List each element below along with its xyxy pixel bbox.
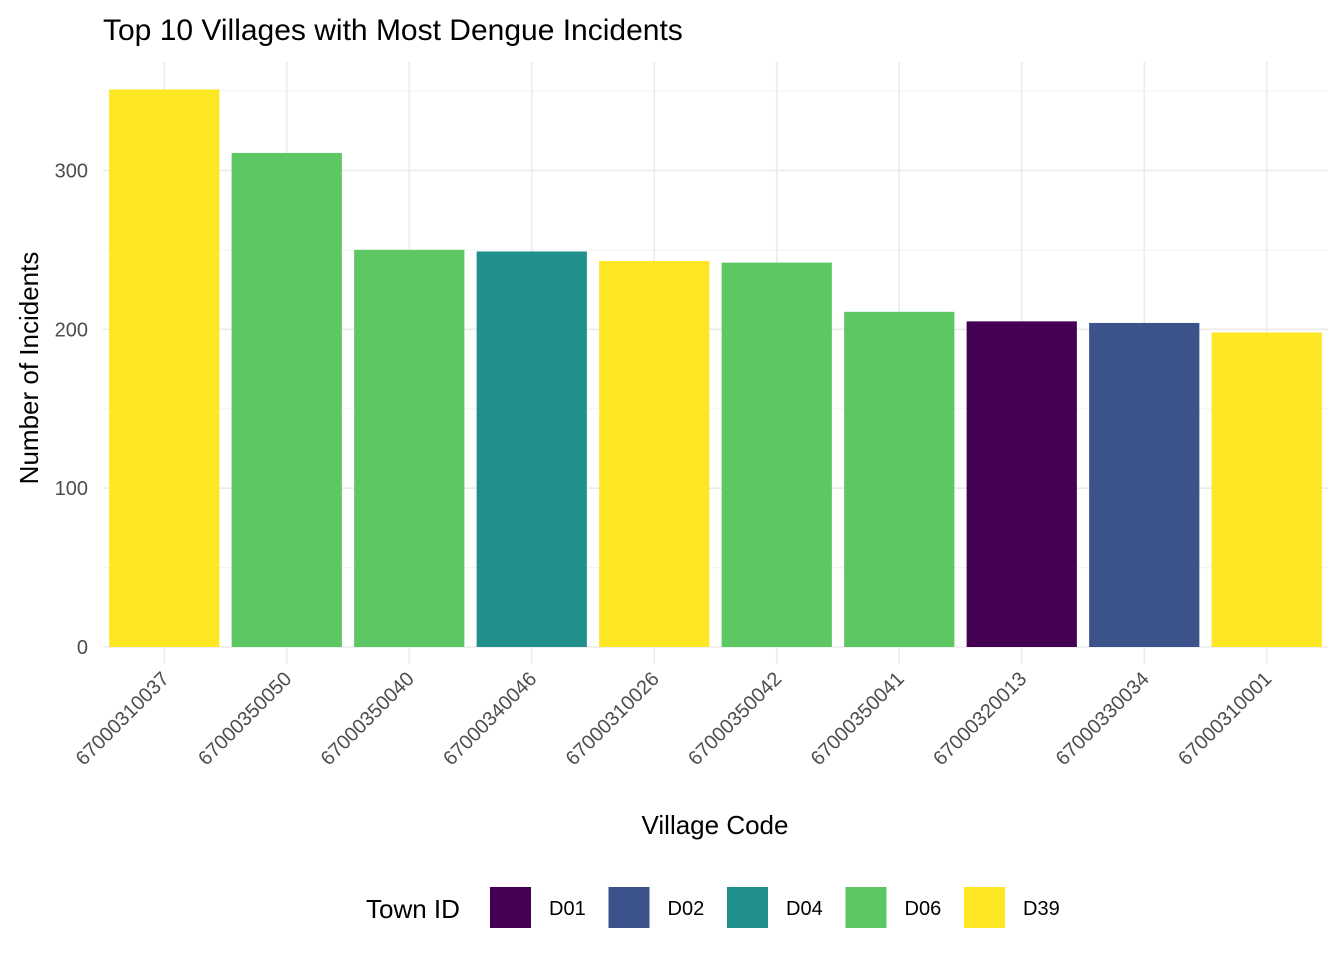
legend-key-D39 [964,887,1005,928]
legend-label-D04: D04 [786,898,823,920]
y-tick-label: 200 [55,319,88,341]
y-tick-label: 100 [55,478,88,500]
x-tick-label: 67000350050 [194,668,296,770]
bar-67000350040 [354,249,465,647]
x-tick-label: 67000340046 [439,668,541,770]
legend-key-D04 [727,887,768,928]
legend-label-D39: D39 [1023,898,1060,920]
legend-label-D01: D01 [549,898,586,920]
legend-key-D02 [608,887,650,928]
legend-title: Town ID [366,894,460,924]
legend-label-D06: D06 [905,898,942,920]
bar-67000330034 [1089,322,1200,647]
x-axis-title: Village Code [642,810,789,840]
x-tick-label: 67000320013 [929,668,1031,770]
bar-67000340046 [476,251,587,647]
bar-67000310001 [1211,332,1322,647]
legend-label-D02: D02 [668,898,705,920]
x-axis-ticks: 67000310037 67000350050 67000350040 6700034… [72,668,1277,770]
legend-key-D01 [490,887,531,928]
bar-67000320013 [966,321,1077,647]
bars [109,89,1322,647]
bar-67000350050 [231,152,342,647]
x-tick-label: 67000350042 [684,668,786,770]
x-tick-label: 67000330034 [1052,668,1154,770]
bar-67000350042 [721,262,832,647]
bar-67000310026 [599,260,710,647]
x-tick-label: 67000310001 [1174,668,1276,770]
x-tick-label: 67000310037 [72,668,174,770]
x-tick-label: 67000310026 [562,668,664,770]
y-tick-label: 300 [55,160,88,182]
y-axis-title: Number of Incidents [14,252,44,485]
x-tick-label: 67000350040 [317,668,419,770]
y-tick-label: 0 [77,637,88,659]
legend-key-D06 [845,887,887,928]
y-axis-ticks: 0 100 200 300 [55,160,88,659]
legend: Town ID D01 D02 D04 D06 D39 [366,887,1060,928]
bar-67000310037 [109,89,220,647]
x-tick-label: 67000350041 [807,668,909,770]
bar-67000350041 [844,311,955,647]
chart-title: Top 10 Villages with Most Dengue Inciden… [103,14,683,47]
